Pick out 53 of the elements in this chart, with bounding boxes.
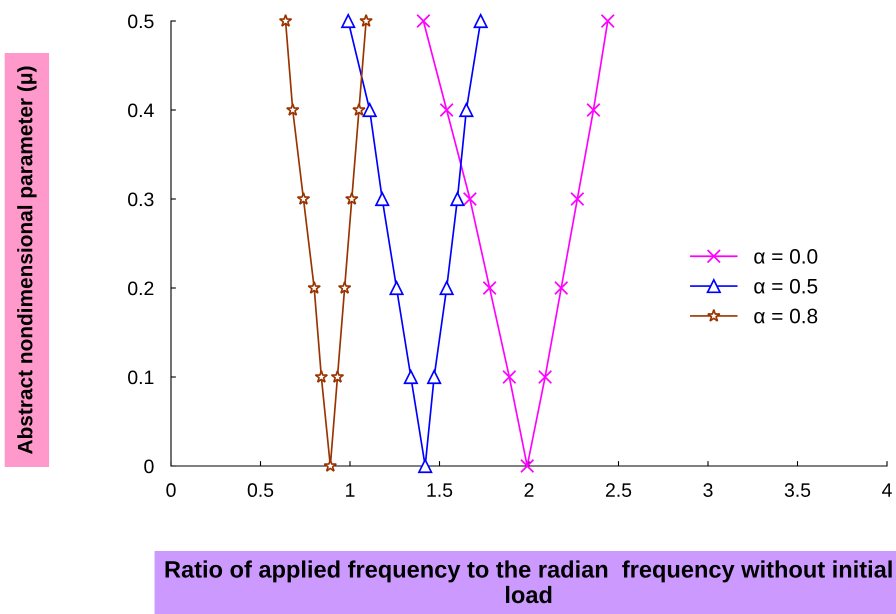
point: [324, 458, 338, 472]
x-tick-label: 3: [703, 483, 713, 497]
point: [359, 14, 373, 27]
point: [307, 280, 321, 294]
legend-label: α = 0.5: [754, 278, 818, 294]
point: [286, 102, 300, 116]
point: [502, 370, 516, 384]
point: [341, 14, 356, 28]
point: [586, 102, 601, 118]
point: [482, 280, 497, 296]
point: [450, 192, 464, 206]
point: [362, 102, 377, 118]
y-tick-label: 0.5: [128, 14, 154, 28]
point: [520, 458, 534, 474]
point: [474, 14, 488, 28]
point: [352, 102, 366, 116]
point: [570, 192, 584, 206]
y-tick-label: 0.3: [128, 192, 154, 206]
point: [278, 14, 292, 27]
x-tick-label: 1: [346, 483, 354, 497]
point: [375, 192, 390, 206]
x-tick-label: 2: [524, 483, 534, 497]
x-tick-label: 2.5: [606, 483, 632, 497]
y-axis-title: Abstract nondimensional parameter (μ): [17, 66, 37, 454]
point: [440, 102, 454, 118]
point: [418, 458, 432, 474]
point: [427, 370, 442, 384]
point: [462, 192, 478, 206]
point: [345, 192, 359, 205]
point: [389, 280, 404, 296]
legend-label: α = 0.0: [754, 249, 818, 264]
point: [404, 370, 418, 384]
x-tick-label: 1.5: [427, 483, 452, 497]
point: [416, 14, 430, 28]
point: [296, 192, 310, 205]
point: [338, 280, 352, 294]
point: [330, 370, 344, 383]
point: [440, 280, 454, 296]
point: [538, 370, 552, 384]
y-tick-label: 0.4: [128, 103, 154, 118]
x-tick-label: 3.5: [784, 483, 810, 497]
point: [554, 280, 568, 296]
x-tick-label: 0: [166, 483, 176, 497]
point: [314, 370, 328, 383]
point: [459, 102, 474, 118]
x-axis-title: Ratio of applied frequency to the radian frequency without initial load: [166, 560, 892, 604]
x-tick-label: 0.5: [248, 483, 274, 497]
y-tick-label: 0.2: [128, 281, 154, 296]
y-tick-label: 0.1: [128, 370, 154, 384]
x-tick-label: 4: [882, 483, 892, 497]
point: [600, 14, 615, 28]
legend-label: α = 0.8: [754, 308, 818, 324]
y-tick-label: 0: [144, 459, 154, 474]
